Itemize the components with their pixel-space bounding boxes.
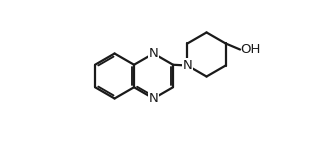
Text: N: N [149,92,158,105]
Text: N: N [183,59,192,72]
Text: N: N [149,47,158,60]
Text: OH: OH [241,43,261,56]
